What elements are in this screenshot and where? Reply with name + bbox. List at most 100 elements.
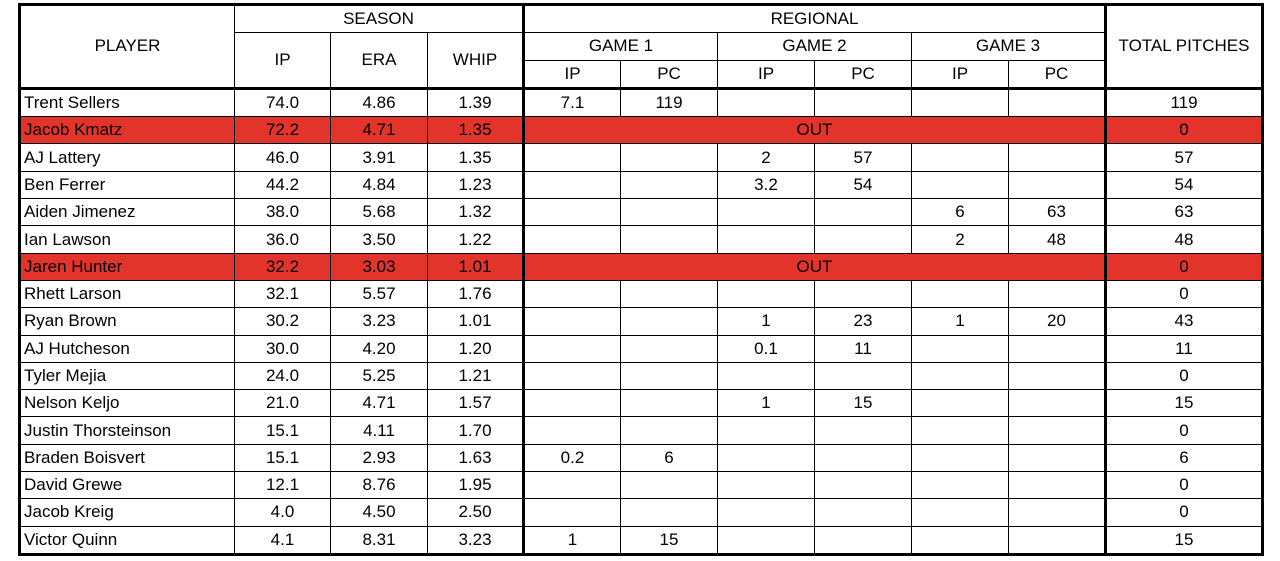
- game2-header: GAME 2: [717, 32, 912, 61]
- game3-ip-cell: [911, 389, 1009, 418]
- season-ip-cell: 4.0: [234, 498, 331, 527]
- season-whip-cell: 1.32: [427, 198, 524, 227]
- game3-header: GAME 3: [911, 32, 1107, 61]
- season-whip-cell: 1.95: [427, 471, 524, 500]
- game1-header: GAME 1: [522, 32, 718, 61]
- game1-ip-cell: [522, 143, 621, 172]
- season-ip-cell: 72.2: [234, 116, 331, 145]
- total-pitches-cell: 0: [1105, 498, 1264, 527]
- game1-ip-cell: [522, 498, 621, 527]
- player-name: Ben Ferrer: [18, 170, 235, 200]
- player-name: Nelson Keljo: [18, 389, 235, 418]
- player-name: Victor Quinn: [18, 525, 235, 556]
- out-status-cell: OUT: [522, 116, 1107, 145]
- game3-pc-cell: [1008, 143, 1107, 172]
- pitching-stats-table: PLAYER SEASON REGIONAL TOTAL PITCHES IP …: [18, 2, 1264, 556]
- game3-ip-cell: [911, 361, 1009, 391]
- season-ip-header: IP: [234, 32, 331, 90]
- game3-ip-cell: 1: [911, 307, 1009, 336]
- player-name: Justin Thorsteinson: [18, 416, 235, 445]
- game3-ip-cell: [911, 471, 1009, 500]
- player-name: AJ Hutcheson: [18, 334, 235, 363]
- season-whip-cell: 1.39: [427, 87, 524, 118]
- total-pitches-cell: 57: [1105, 143, 1264, 172]
- season-ip-cell: 24.0: [234, 361, 331, 391]
- player-name: Jacob Kmatz: [18, 116, 235, 145]
- season-ip-cell: 44.2: [234, 170, 331, 200]
- total-pitches-cell: 54: [1105, 170, 1264, 200]
- game3-pc-cell: 20: [1008, 307, 1107, 336]
- season-ip-cell: 46.0: [234, 143, 331, 172]
- season-era-cell: 4.20: [330, 334, 428, 363]
- game1-ip-cell: [522, 471, 621, 500]
- game2-ip-cell: 3.2: [717, 170, 815, 200]
- game2-ip-cell: [717, 279, 815, 309]
- game3-pc-cell: 63: [1008, 198, 1107, 227]
- game2-ip-cell: [717, 416, 815, 445]
- game2-ip-cell: [717, 443, 815, 473]
- season-ip-cell: 15.1: [234, 443, 331, 473]
- season-era-cell: 5.68: [330, 198, 428, 227]
- player-name: Trent Sellers: [18, 87, 235, 118]
- season-era-cell: 5.25: [330, 361, 428, 391]
- game3-pc-cell: [1008, 170, 1107, 200]
- table-row: Rhett Larson 32.1 5.57 1.76 0: [18, 279, 1264, 309]
- season-whip-cell: 3.23: [427, 525, 524, 556]
- player-name: Ryan Brown: [18, 307, 235, 336]
- game3-pc-cell: [1008, 471, 1107, 500]
- game1-pc-cell: [620, 225, 718, 254]
- player-name: AJ Lattery: [18, 143, 235, 172]
- game1-pc-cell: [620, 170, 718, 200]
- total-pitches-cell: 0: [1105, 416, 1264, 445]
- game1-pc-cell: [620, 198, 718, 227]
- game1-pc-cell: 15: [620, 525, 718, 556]
- game3-pc-cell: [1008, 416, 1107, 445]
- game1-ip-cell: [522, 361, 621, 391]
- game3-ip-cell: [911, 143, 1009, 172]
- season-era-cell: 3.50: [330, 225, 428, 254]
- game2-ip-header: IP: [717, 59, 815, 90]
- season-ip-cell: 32.1: [234, 279, 331, 309]
- player-name: Aiden Jimenez: [18, 198, 235, 227]
- total-pitches-cell: 0: [1105, 252, 1264, 281]
- player-name: David Grewe: [18, 471, 235, 500]
- game2-pc-cell: [814, 471, 912, 500]
- season-whip-cell: 1.21: [427, 361, 524, 391]
- game3-pc-cell: [1008, 361, 1107, 391]
- game1-pc-cell: [620, 307, 718, 336]
- season-header: SEASON: [234, 2, 524, 34]
- game1-pc-cell: 119: [620, 87, 718, 118]
- game2-pc-cell: 54: [814, 170, 912, 200]
- season-whip-cell: 1.76: [427, 279, 524, 309]
- table-row: Nelson Keljo 21.0 4.71 1.57 1 15 15: [18, 389, 1264, 418]
- table-row: Jaren Hunter 32.2 3.03 1.01 OUT 0: [18, 252, 1264, 281]
- game1-ip-cell: 0.2: [522, 443, 621, 473]
- total-pitches-cell: 15: [1105, 525, 1264, 556]
- game1-ip-cell: 7.1: [522, 87, 621, 118]
- total-pitches-cell: 43: [1105, 307, 1264, 336]
- game2-ip-cell: [717, 198, 815, 227]
- table-row: Ian Lawson 36.0 3.50 1.22 2 48 48: [18, 225, 1264, 254]
- game1-pc-cell: [620, 389, 718, 418]
- season-era-cell: 4.50: [330, 498, 428, 527]
- table-row: Jacob Kreig 4.0 4.50 2.50 0: [18, 498, 1264, 527]
- total-pitches-cell: 0: [1105, 279, 1264, 309]
- season-whip-cell: 1.70: [427, 416, 524, 445]
- game1-ip-cell: [522, 170, 621, 200]
- player-name: Jacob Kreig: [18, 498, 235, 527]
- table-row: Aiden Jimenez 38.0 5.68 1.32 6 63 63: [18, 198, 1264, 227]
- game3-pc-header: PC: [1008, 59, 1107, 90]
- season-ip-cell: 38.0: [234, 198, 331, 227]
- game3-ip-cell: [911, 334, 1009, 363]
- table-header: PLAYER SEASON REGIONAL TOTAL PITCHES IP …: [18, 2, 1264, 90]
- game3-ip-cell: [911, 87, 1009, 118]
- game1-ip-cell: [522, 334, 621, 363]
- table-row: AJ Lattery 46.0 3.91 1.35 2 57 57: [18, 143, 1264, 172]
- season-whip-cell: 1.01: [427, 307, 524, 336]
- game2-pc-cell: [814, 443, 912, 473]
- season-ip-cell: 15.1: [234, 416, 331, 445]
- game1-pc-cell: [620, 279, 718, 309]
- game1-ip-cell: [522, 416, 621, 445]
- game1-pc-cell: [620, 334, 718, 363]
- season-whip-cell: 1.23: [427, 170, 524, 200]
